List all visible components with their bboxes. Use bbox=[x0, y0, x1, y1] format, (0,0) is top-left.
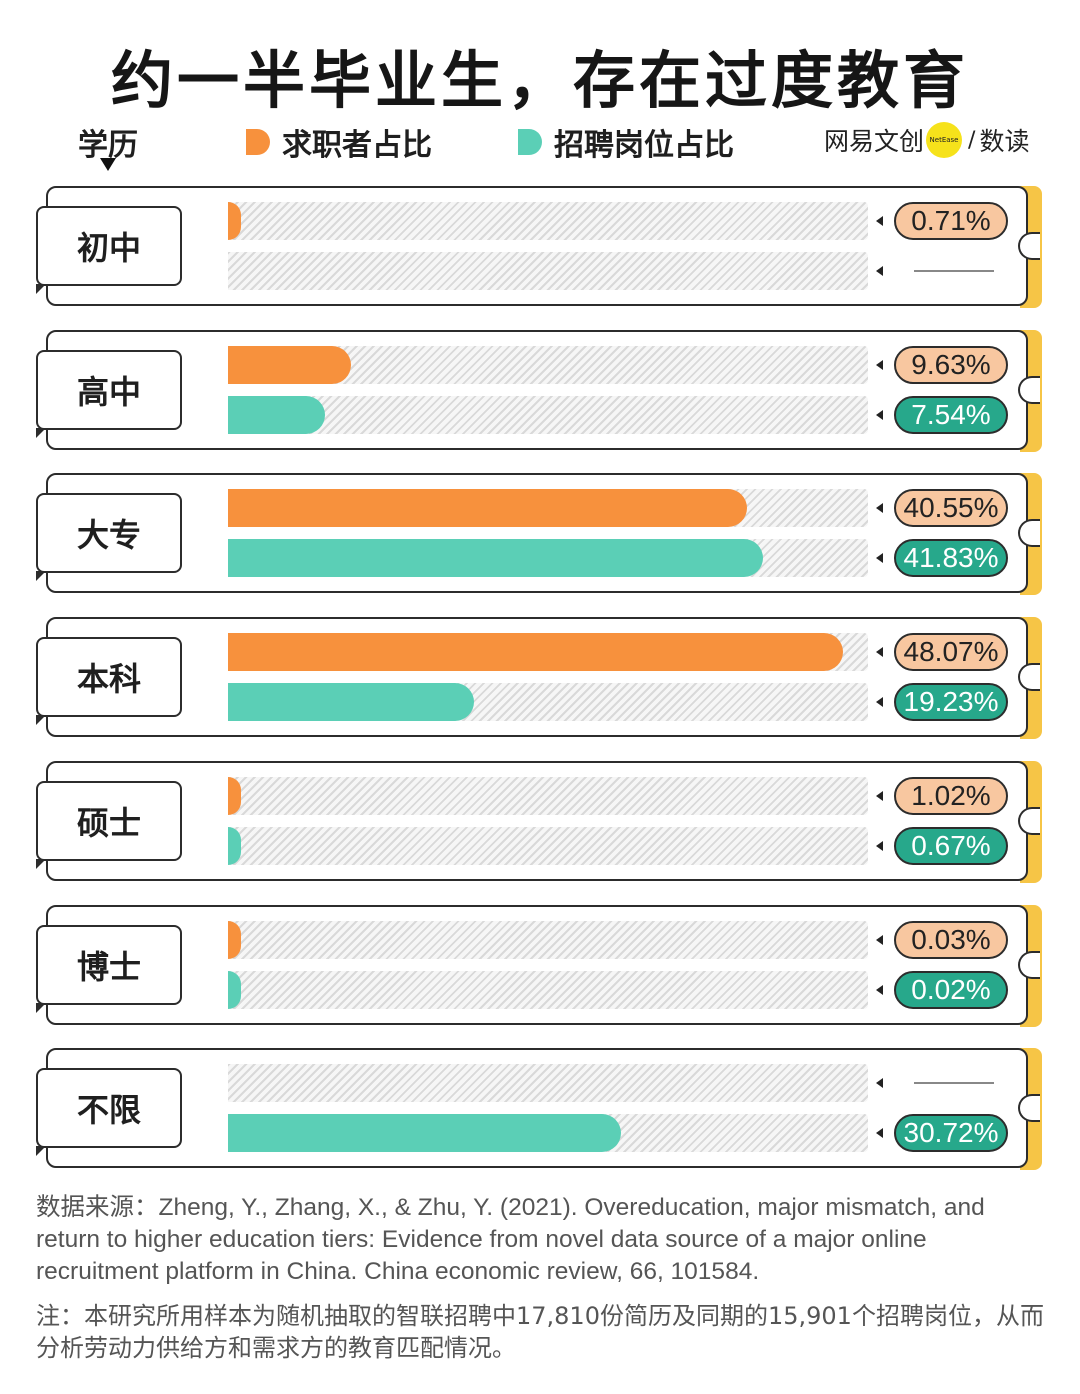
seeker-bar bbox=[228, 777, 241, 815]
category-card: 不限 30.72% bbox=[36, 1048, 1044, 1170]
tag-corner-fold bbox=[36, 715, 46, 725]
card-notch bbox=[1018, 951, 1040, 979]
tag-corner-fold bbox=[36, 1003, 46, 1013]
tag-corner-fold bbox=[36, 284, 46, 294]
posting-bar bbox=[228, 396, 325, 434]
posting-value-label: 41.83% bbox=[894, 539, 1008, 577]
seeker-swatch-icon bbox=[246, 129, 270, 155]
card-notch bbox=[1018, 663, 1040, 691]
pointer-icon bbox=[876, 410, 883, 420]
card-notch bbox=[1018, 232, 1040, 260]
seeker-value-label: 48.07% bbox=[894, 633, 1008, 671]
no-data-dash bbox=[914, 270, 994, 272]
category-label: 大专 bbox=[36, 493, 182, 573]
bar-track bbox=[228, 777, 868, 815]
bar-track bbox=[228, 633, 868, 671]
posting-bar bbox=[228, 539, 763, 577]
posting-bar bbox=[228, 971, 241, 1009]
posting-value-label: 7.54% bbox=[894, 396, 1008, 434]
posting-value-label: 19.23% bbox=[894, 683, 1008, 721]
pointer-icon bbox=[876, 1128, 883, 1138]
category-label: 博士 bbox=[36, 925, 182, 1005]
pointer-icon bbox=[876, 1078, 883, 1088]
seeker-value-label: 40.55% bbox=[894, 489, 1008, 527]
seeker-value-label: 0.03% bbox=[894, 921, 1008, 959]
down-arrow-icon bbox=[100, 158, 116, 171]
legend-posting-label: 招聘岗位占比 bbox=[554, 128, 734, 163]
posting-value-label: 0.02% bbox=[894, 971, 1008, 1009]
card-notch bbox=[1018, 807, 1040, 835]
bar-track bbox=[228, 921, 868, 959]
seeker-value-label: 0.71% bbox=[894, 202, 1008, 240]
category-label: 高中 bbox=[36, 350, 182, 430]
posting-bar bbox=[228, 683, 474, 721]
page-title: 约一半毕业生，存在过度教育 bbox=[110, 44, 969, 117]
pointer-icon bbox=[876, 697, 883, 707]
category-label: 本科 bbox=[36, 637, 182, 717]
bar-track bbox=[228, 539, 868, 577]
pointer-icon bbox=[876, 553, 883, 563]
bar-track bbox=[228, 827, 868, 865]
pointer-icon bbox=[876, 360, 883, 370]
card-notch bbox=[1018, 1094, 1040, 1122]
tag-corner-fold bbox=[36, 428, 46, 438]
pointer-icon bbox=[876, 647, 883, 657]
category-label: 硕士 bbox=[36, 781, 182, 861]
category-card: 博士 0.03% 0.02% bbox=[36, 905, 1044, 1027]
posting-value-label: 0.67% bbox=[894, 827, 1008, 865]
tag-corner-fold bbox=[36, 571, 46, 581]
seeker-value-label: 9.63% bbox=[894, 346, 1008, 384]
category-card: 大专 40.55% 41.83% bbox=[36, 473, 1044, 595]
brand-separator: / bbox=[968, 127, 976, 153]
category-card: 初中 0.71% bbox=[36, 186, 1044, 308]
legend-posting: 招聘岗位占比 bbox=[518, 120, 734, 164]
pointer-icon bbox=[876, 216, 883, 226]
bar-track bbox=[228, 1114, 868, 1152]
seeker-bar bbox=[228, 346, 351, 384]
seeker-value-label: 1.02% bbox=[894, 777, 1008, 815]
source-text: 数据来源：Zheng, Y., Zhang, X., & Zhu, Y. (20… bbox=[36, 1194, 985, 1285]
bar-track bbox=[228, 346, 868, 384]
bar-track bbox=[228, 971, 868, 1009]
pointer-icon bbox=[876, 791, 883, 801]
no-data-dash bbox=[914, 1082, 994, 1084]
category-card: 高中 9.63% 7.54% bbox=[36, 330, 1044, 452]
pointer-icon bbox=[876, 266, 883, 276]
category-card: 本科 48.07% 19.23% bbox=[36, 617, 1044, 739]
brand-right: 数读 bbox=[979, 127, 1030, 156]
bar-track bbox=[228, 489, 868, 527]
category-card: 硕士 1.02% 0.67% bbox=[36, 761, 1044, 883]
posting-bar bbox=[228, 1114, 621, 1152]
legend-seeker: 求职者占比 bbox=[246, 120, 432, 164]
posting-bar bbox=[228, 827, 241, 865]
bar-track bbox=[228, 683, 868, 721]
pointer-icon bbox=[876, 841, 883, 851]
posting-value-label: 30.72% bbox=[894, 1114, 1008, 1152]
card-notch bbox=[1018, 376, 1040, 404]
card-notch bbox=[1018, 519, 1040, 547]
legend-seeker-label: 求职者占比 bbox=[282, 128, 432, 163]
category-label: 不限 bbox=[36, 1068, 182, 1148]
seeker-bar bbox=[228, 921, 241, 959]
seeker-bar bbox=[228, 633, 843, 671]
note-text: 注：本研究所用样本为随机抽取的智联招聘中17,810份简历及同期的15,901个… bbox=[36, 1302, 1044, 1362]
posting-swatch-icon bbox=[518, 129, 542, 155]
tag-corner-fold bbox=[36, 859, 46, 869]
category-label: 初中 bbox=[36, 206, 182, 286]
bar-track bbox=[228, 396, 868, 434]
brand-logo: 网易文创 NetEase / 数读 bbox=[824, 122, 1029, 158]
bar-track bbox=[228, 252, 868, 290]
pointer-icon bbox=[876, 503, 883, 513]
seeker-bar bbox=[228, 202, 241, 240]
brand-dot-icon: NetEase bbox=[926, 122, 963, 158]
pointer-icon bbox=[876, 985, 883, 995]
seeker-bar bbox=[228, 489, 747, 527]
brand-left: 网易文创 bbox=[824, 127, 925, 156]
tag-corner-fold bbox=[36, 1146, 46, 1156]
legend-category-label: 学历 bbox=[78, 128, 138, 163]
bar-track bbox=[228, 1064, 868, 1102]
pointer-icon bbox=[876, 935, 883, 945]
bar-track bbox=[228, 202, 868, 240]
